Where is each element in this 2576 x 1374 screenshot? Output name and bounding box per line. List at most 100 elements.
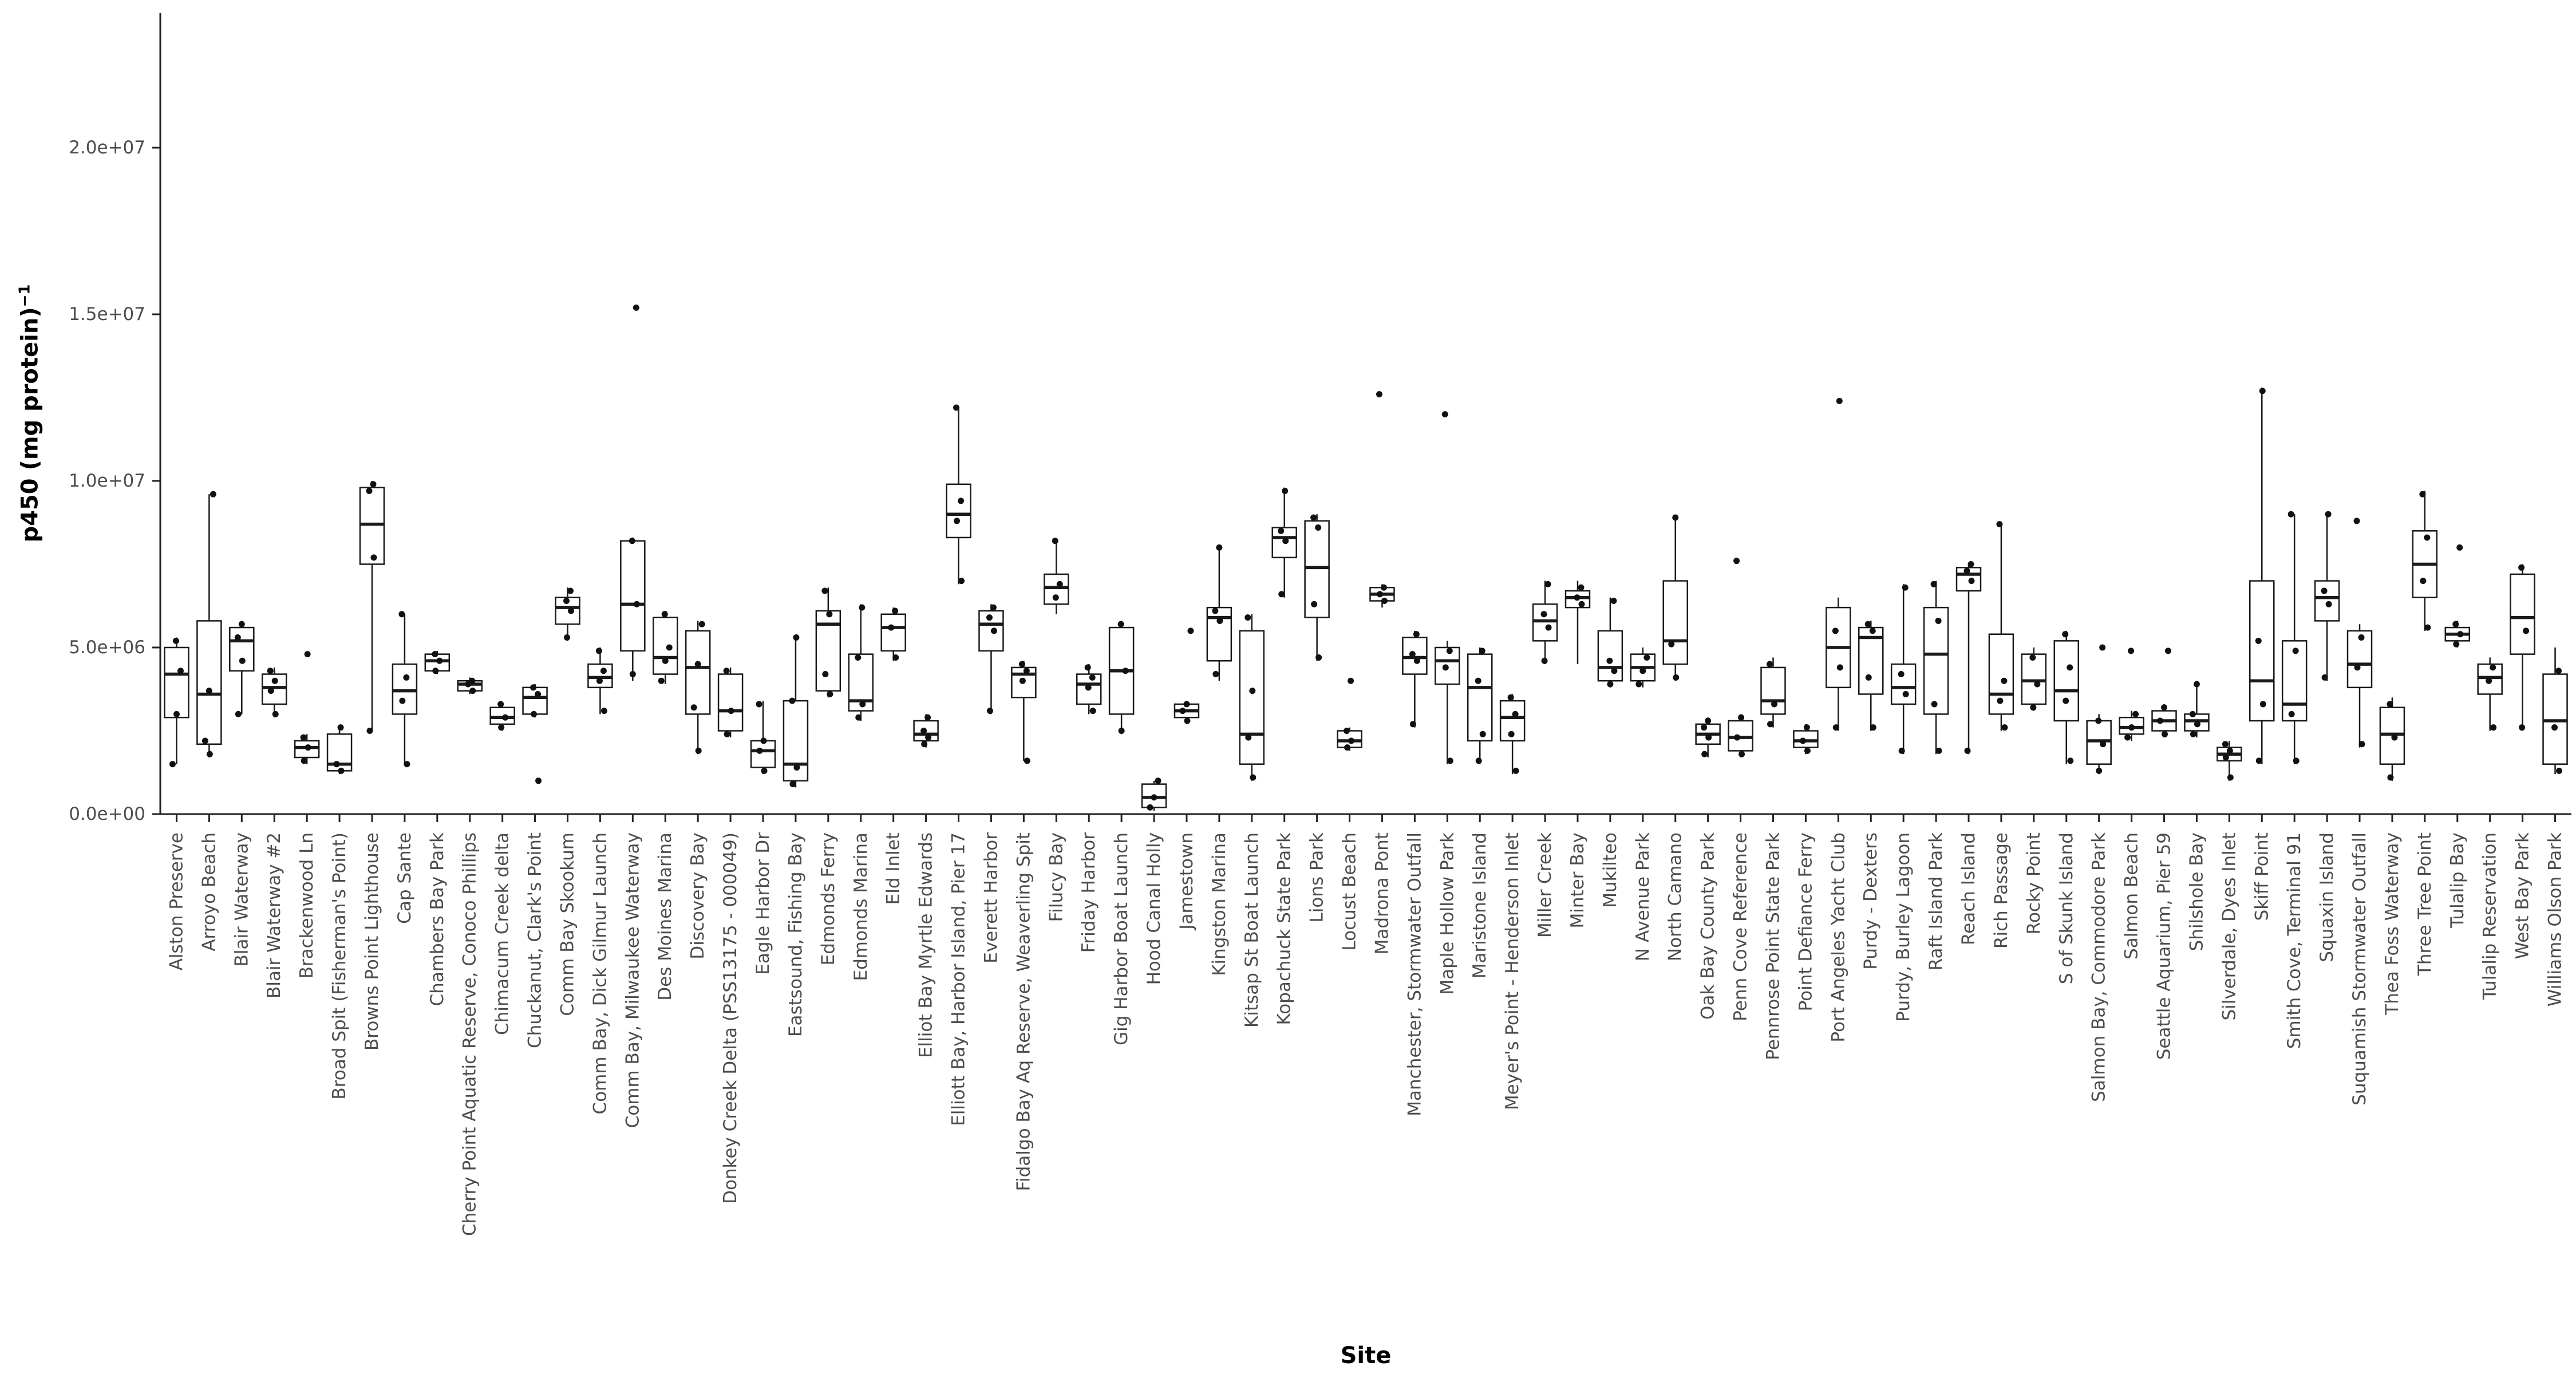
data-point [300,734,307,741]
box [1206,606,1232,662]
data-point [822,671,829,678]
y-axis-title: p450 (mg protein)−1 [16,284,43,542]
boxplot-site-group [555,587,580,641]
x-tick-label: Hood Canal Holly [1144,832,1164,985]
data-point [789,697,796,704]
data-point [1898,671,1905,678]
boxplot-site-group [2086,714,2112,775]
data-point [1672,514,1679,521]
boxplot-site-group [1206,547,1232,681]
y-tick-label: 5.0e+06 [69,637,145,658]
x-tick-label: Cap Sante [394,832,415,924]
x-tick-label: Chambers Bay Park [427,832,448,1006]
boxplot-site-group [1108,621,1135,735]
data-point [821,587,828,594]
data-point [1310,514,1317,521]
data-point [793,634,800,641]
data-point [271,677,278,684]
data-point [1475,677,1481,684]
data-point [2226,747,2233,754]
y-tick-label: 0.0e+00 [69,804,145,824]
data-point [986,614,993,621]
boxplot-site-group [1728,714,1753,758]
data-point [728,708,734,714]
data-point [370,554,377,561]
boxplot-site-group [1044,540,1069,614]
data-point [337,724,344,731]
x-tick-label: Discovery Bay [688,832,708,960]
data-point [1512,767,1519,774]
data-point [953,404,960,411]
x-axis-title: Site [1340,1343,1392,1369]
data-point [1512,710,1519,717]
data-point [1381,598,1388,605]
data-point [1089,674,1096,681]
data-point [892,607,899,614]
x-tick-label: Tulalip Bay [2447,832,2468,929]
box [2314,580,2340,622]
data-point [2222,754,2229,761]
y-axis-title-exponent: −1 [16,284,34,307]
boxplot-site-group [685,621,711,755]
data-point [267,688,274,694]
data-point [2189,710,2196,717]
data-point [2288,710,2295,717]
data-point [1446,647,1453,654]
data-point [2063,697,2069,704]
box [652,617,678,675]
box [620,540,646,652]
data-point [958,498,965,504]
data-point [404,761,410,768]
data-point [432,651,438,658]
data-point [920,728,927,734]
data-point [1315,524,1322,531]
x-tick-label: Salmon Beach [2121,832,2142,960]
x-tick-label: Mukilteo [1600,832,1621,908]
data-point [2358,634,2365,641]
data-point [859,701,866,708]
boxplot-site-group [750,701,776,775]
data-point [855,714,862,721]
data-point [1996,521,2003,528]
x-tick-label: Comm Bay Skookum [557,832,578,1016]
data-point [2227,774,2234,781]
x-tick-label: Lions Park [1307,832,1327,923]
boxplot-site-group [359,481,385,731]
box [1662,580,1688,665]
x-tick-label: Rocky Point [2024,832,2044,934]
data-point [1023,668,1030,674]
data-point [1967,561,1974,567]
boxplot-site-group [1597,597,1623,688]
data-point [2519,724,2526,731]
x-tick-label: Des Moines Marina [655,832,675,1001]
data-point [2456,544,2463,551]
data-point [724,731,730,737]
data-point [1348,737,1355,744]
data-point [206,688,212,694]
data-point [1935,617,1942,624]
data-point [596,677,603,684]
x-tick-label: Tulalip Reservation [2480,832,2500,1000]
boxplot-site-group [783,637,809,788]
data-point [1311,601,1318,607]
data-point [1056,581,1063,587]
data-point [1574,594,1581,601]
data-point [1019,677,1026,684]
x-tick-label: Skiff Point [2251,832,2272,921]
data-point [1836,664,1843,671]
x-tick-label: Manchester, Stormwater Outfall [1404,832,1425,1116]
data-point [1155,777,1161,784]
data-point [1902,690,1909,697]
data-point [2062,631,2069,638]
box [1728,720,1753,752]
data-point [1864,621,1871,627]
boxplot-site-group [620,537,646,681]
y-tick-label: 1.5e+07 [69,304,145,325]
data-point [497,701,504,708]
data-point [2165,647,2172,654]
boxplot-site-group [1239,614,1265,781]
data-point [1479,731,1486,737]
data-point [567,587,574,594]
data-point [662,657,669,664]
x-tick-label: Miller Creek [1535,832,1555,938]
